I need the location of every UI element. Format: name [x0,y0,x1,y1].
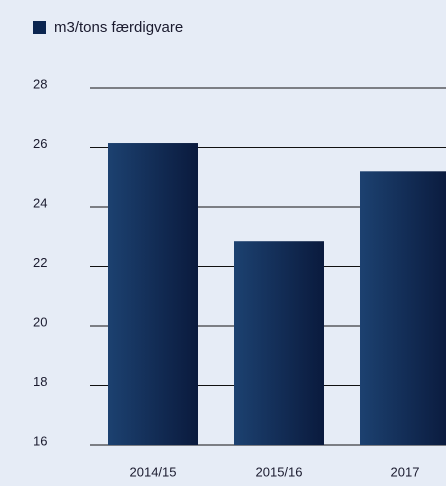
y-tick-label: 16 [33,433,47,448]
y-tick-label: 24 [33,195,47,210]
x-tick-label: 2014/15 [130,464,177,479]
x-tick-label: 2015/16 [256,464,303,479]
bar [360,171,446,446]
y-tick-label: 22 [33,255,47,270]
y-tick-label: 26 [33,136,47,151]
y-tick-label: 18 [33,374,47,389]
y-tick-label: 28 [33,76,47,91]
bar [108,143,198,445]
x-tick-label: 2017 [391,464,420,479]
legend-swatch [33,21,46,34]
legend-label: m3/tons færdigvare [54,19,183,36]
y-tick-label: 20 [33,314,47,329]
bar [234,241,324,445]
